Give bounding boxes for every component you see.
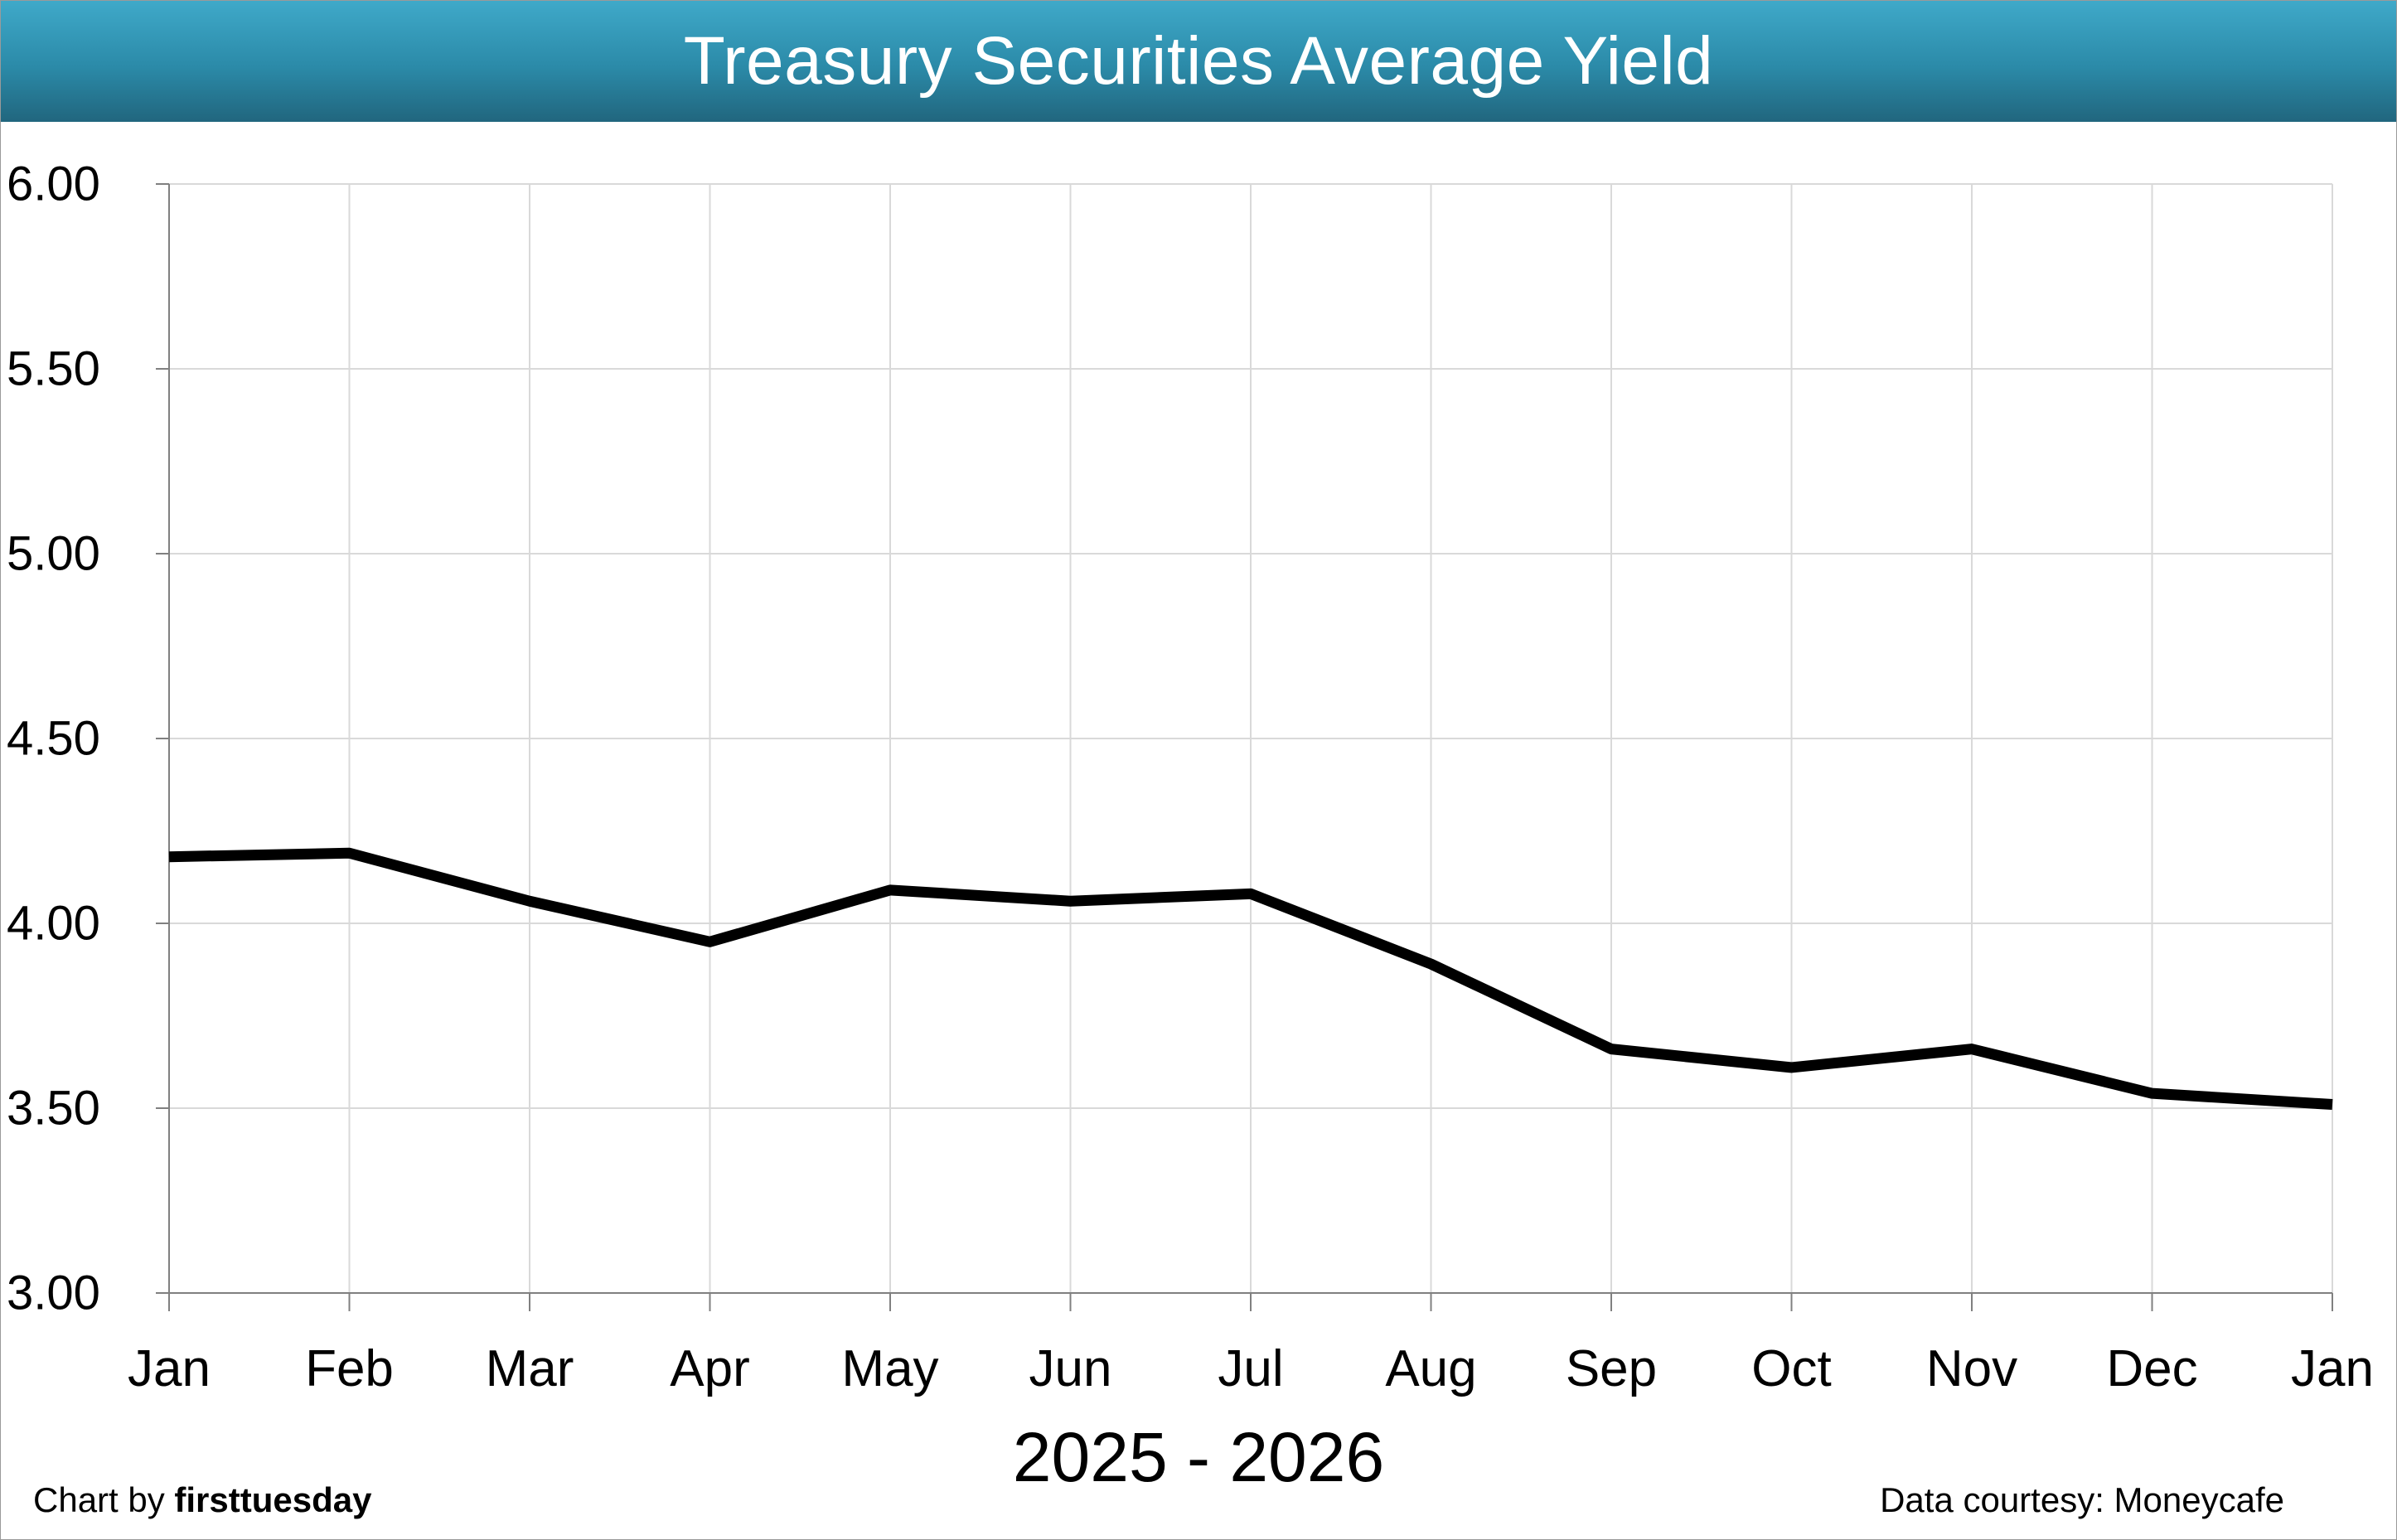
x-tick-label: Apr [670, 1340, 749, 1397]
data-source: Data courtesy: Moneycafe [1880, 1480, 2284, 1519]
x-tick-label: May [841, 1340, 938, 1397]
x-tick-label: Jan [2291, 1340, 2374, 1397]
y-tick-label: 3.00 [7, 1266, 100, 1320]
x-tick-label: Nov [1926, 1340, 2017, 1397]
series-layer [168, 847, 2333, 1111]
y-tick-label: 6.00 [7, 157, 100, 211]
gridlines [169, 183, 2333, 1293]
y-tick-label: 4.00 [7, 897, 100, 951]
y-tick-label: 5.50 [7, 342, 100, 396]
credit-prefix: Chart by [33, 1480, 175, 1519]
x-tick-label: Jun [1029, 1340, 1112, 1397]
x-axis-title: 2025 - 2026 [1012, 1418, 1385, 1496]
x-tick-label: Jul [1218, 1340, 1283, 1397]
x-tick-label: Feb [305, 1340, 394, 1397]
y-tick-label: 5.00 [7, 527, 100, 581]
y-tick-label: 4.50 [7, 712, 100, 766]
x-tick-label: Aug [1385, 1340, 1476, 1397]
y-tick-label: 3.50 [7, 1082, 100, 1136]
tick-labels: 3.00 3.50 4.00 4.50 5.00 5.50 6.00 Jan Feb Mar Apr… [7, 157, 2374, 1398]
axes [156, 183, 2333, 1311]
x-tick-label: Mar [486, 1340, 574, 1397]
credit-brand: firsttuesday [174, 1480, 372, 1519]
x-tick-label: Oct [1751, 1340, 1831, 1397]
chart-title: Treasury Securities Average Yield [1, 1, 2396, 122]
x-tick-label: Dec [2106, 1340, 2197, 1397]
chart-credit: Chart by firsttuesday [33, 1480, 371, 1520]
x-tick-label: Jan [128, 1340, 211, 1397]
x-tick-label: Sep [1566, 1340, 1657, 1397]
